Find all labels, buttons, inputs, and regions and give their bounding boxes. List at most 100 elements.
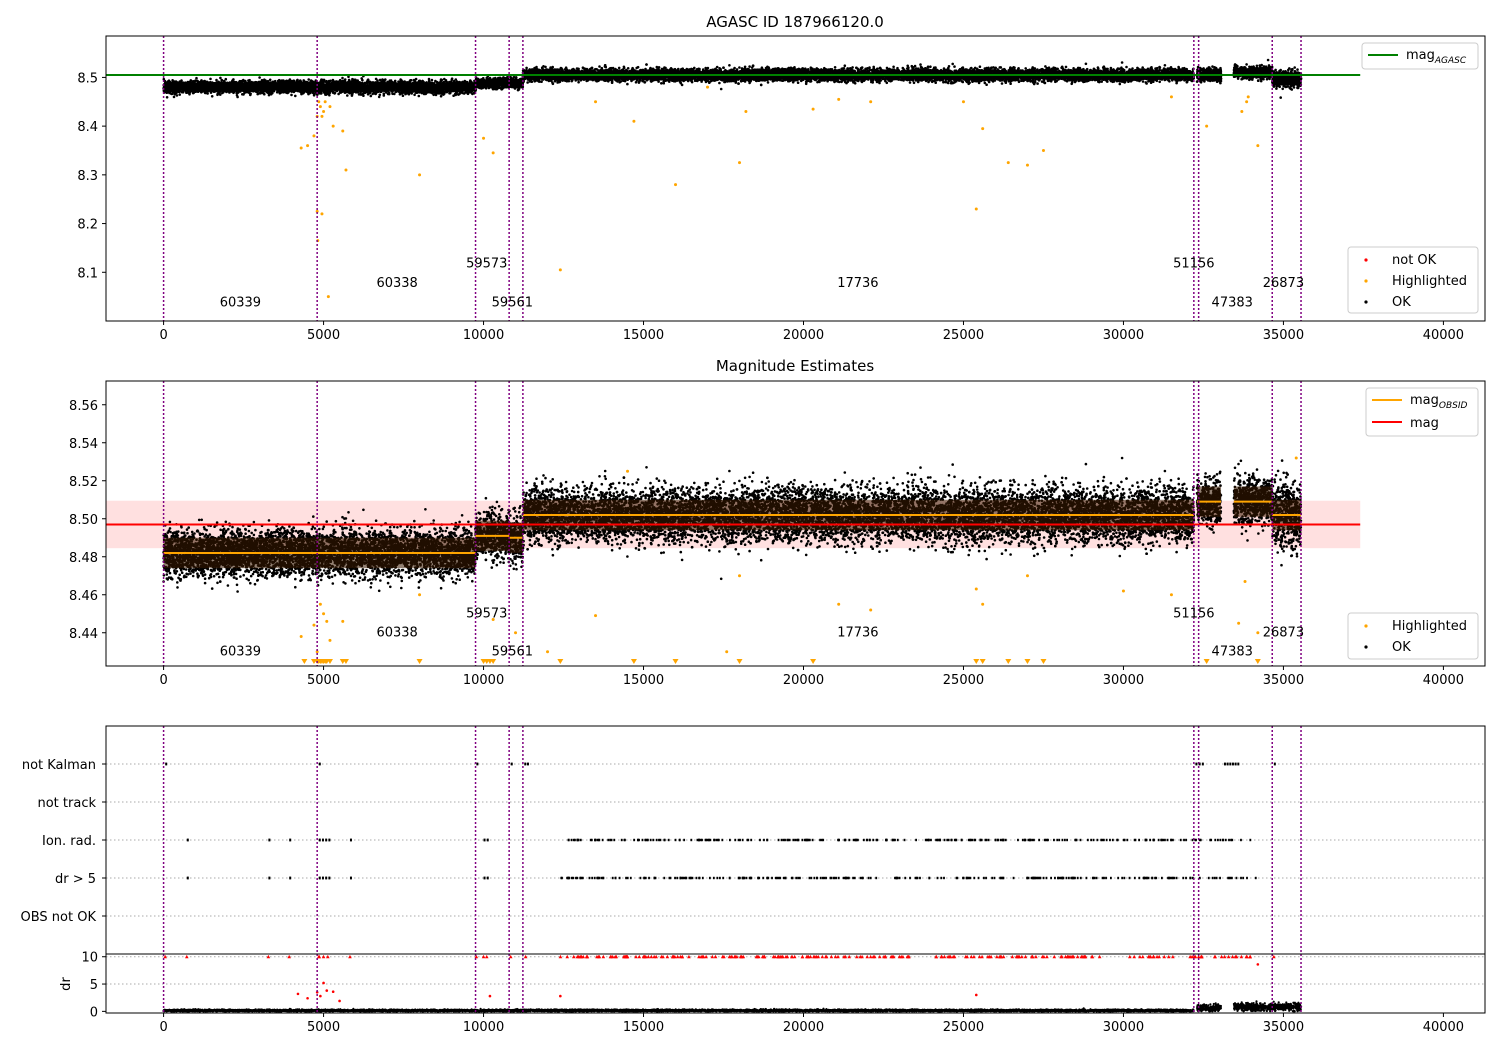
ok-point <box>320 92 323 95</box>
ok-point <box>219 93 222 96</box>
ok-point <box>463 92 466 95</box>
ok-point <box>346 94 349 97</box>
ok-point <box>264 79 267 82</box>
ok-point <box>413 79 416 82</box>
ok-point <box>296 80 299 83</box>
ok-point <box>440 95 443 98</box>
ok-point <box>418 95 421 98</box>
ok-point <box>313 93 316 96</box>
ok-point <box>188 90 191 93</box>
ok-point <box>289 78 292 81</box>
ok-point <box>455 92 458 95</box>
ok-point <box>193 80 196 83</box>
ok-point <box>278 83 281 86</box>
ok-point <box>319 80 322 83</box>
ok-point <box>165 90 168 93</box>
ok-point <box>189 83 192 86</box>
ok-point <box>390 79 393 82</box>
ok-point <box>178 93 181 96</box>
ok-point <box>370 95 373 98</box>
ok-point <box>166 96 169 99</box>
ok-point <box>470 91 473 94</box>
ok-point <box>225 78 228 81</box>
ok-point <box>209 78 212 81</box>
ok-point <box>220 79 223 82</box>
ok-point <box>232 84 235 87</box>
ok-point <box>379 79 382 82</box>
ok-point <box>441 79 444 82</box>
ok-point <box>383 92 386 95</box>
ok-point <box>458 81 461 84</box>
ok-point <box>307 78 310 81</box>
ok-point <box>413 94 416 97</box>
ok-point <box>182 89 185 92</box>
ok-point <box>277 80 280 83</box>
ok-point <box>408 80 411 83</box>
agasc-panel-title: AGASC ID 187966120.0 <box>706 13 884 31</box>
ok-point <box>269 79 272 82</box>
ok-point <box>444 80 447 83</box>
ok-point <box>425 84 428 87</box>
ok-point <box>450 81 453 84</box>
ok-point <box>414 82 417 85</box>
ok-point <box>393 93 396 96</box>
ok-point <box>353 81 356 84</box>
ok-point <box>349 83 352 86</box>
ok-point <box>431 79 434 82</box>
ok-point <box>248 79 251 82</box>
ok-point <box>375 78 378 81</box>
ok-point <box>360 93 363 96</box>
ok-point <box>391 86 394 89</box>
ok-point <box>350 80 353 83</box>
ok-point <box>360 77 363 80</box>
ok-point <box>256 85 259 88</box>
ok-point <box>215 79 218 82</box>
ok-point <box>361 83 364 86</box>
ok-point <box>322 88 325 91</box>
ok-point <box>262 80 265 83</box>
ok-point <box>297 87 300 90</box>
ok-point <box>378 96 381 99</box>
ok-point <box>216 93 219 96</box>
ok-point <box>351 78 354 81</box>
ok-point <box>341 77 344 80</box>
ok-point <box>442 93 445 96</box>
ok-point <box>179 81 182 84</box>
ok-point <box>336 90 339 93</box>
ok-point <box>443 78 446 81</box>
ok-points <box>162 75 477 99</box>
ok-point <box>241 93 244 96</box>
ok-point <box>211 95 214 98</box>
ok-point <box>262 91 265 94</box>
ok-point <box>168 79 171 82</box>
ok-point <box>300 85 303 88</box>
ok-point <box>236 94 239 97</box>
agasc-mag-panel: AGASC ID 187966120.0 6033960338595735956… <box>77 13 1485 343</box>
ok-point <box>188 93 191 96</box>
ok-point <box>374 81 377 84</box>
ok-point <box>195 77 198 80</box>
ok-point <box>232 92 235 95</box>
ok-point <box>259 90 262 93</box>
ok-point <box>333 92 336 95</box>
ok-point <box>258 76 261 79</box>
ok-point <box>173 96 176 99</box>
ok-point <box>449 92 452 95</box>
ok-point <box>455 90 458 93</box>
ok-point <box>325 93 328 96</box>
ok-point <box>166 81 169 84</box>
ok-point <box>311 80 314 83</box>
ok-point <box>285 90 288 93</box>
ok-point <box>224 81 227 84</box>
ok-point <box>294 95 297 98</box>
ok-point <box>200 91 203 94</box>
ok-point <box>328 94 331 97</box>
ok-point <box>440 90 443 93</box>
ok-point <box>180 83 183 86</box>
ok-point <box>299 88 302 91</box>
ok-point <box>340 83 343 86</box>
ok-point <box>471 83 474 86</box>
ok-point <box>219 77 222 80</box>
ok-point <box>344 79 347 82</box>
